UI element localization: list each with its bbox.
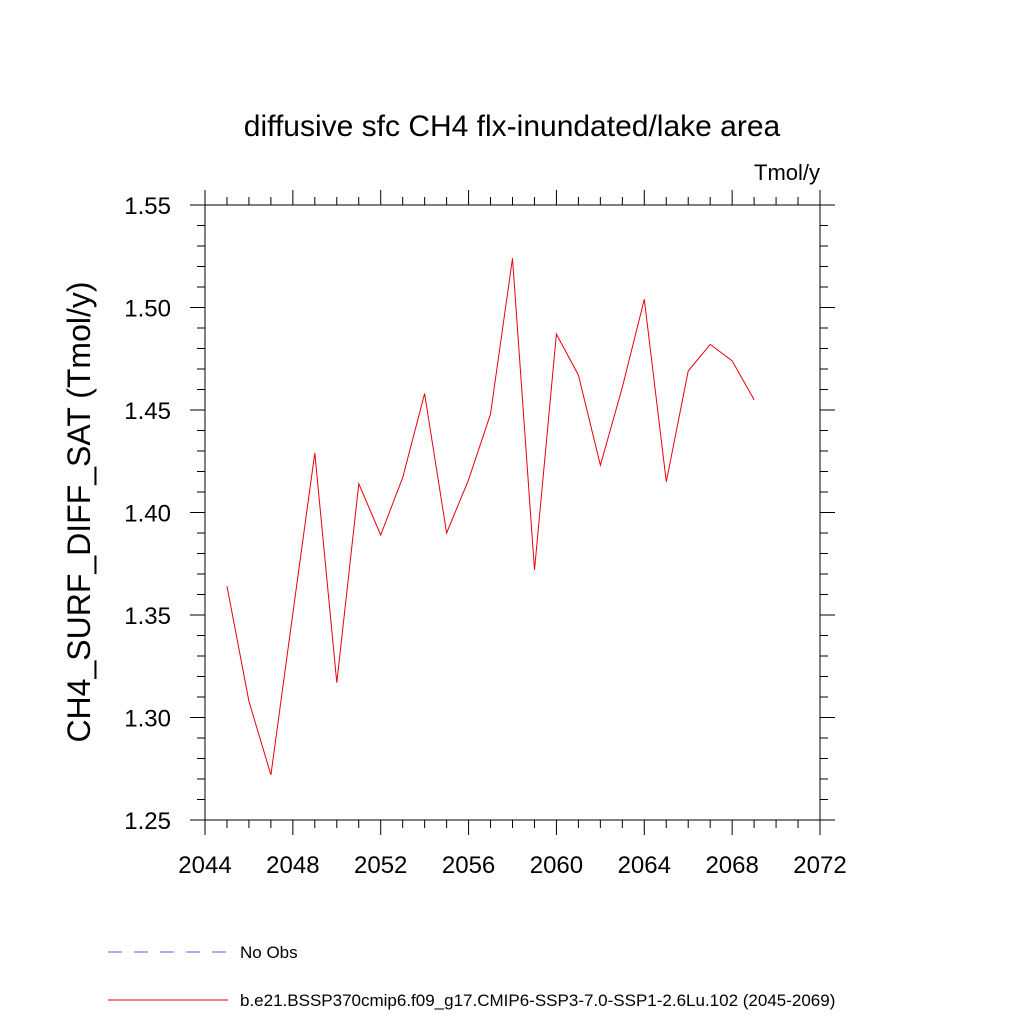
y-tick-label: 1.35	[124, 603, 171, 630]
x-tick-label: 2044	[178, 852, 231, 879]
x-tick-label: 2064	[618, 852, 671, 879]
x-tick-label: 2060	[530, 852, 583, 879]
y-tick-label: 1.45	[124, 398, 171, 425]
y-tick-label: 1.55	[124, 193, 171, 220]
legend-label: No Obs	[240, 943, 298, 962]
y-axis-label: CH4_SURF_DIFF_SAT (Tmol/y)	[61, 281, 97, 742]
x-tick-label: 2056	[442, 852, 495, 879]
series-line	[226, 258, 755, 776]
y-tick-label: 1.50	[124, 296, 171, 323]
x-tick-label: 2048	[266, 852, 319, 879]
x-tick-label: 2068	[705, 852, 758, 879]
y-tick-label: 1.40	[124, 501, 171, 528]
y-tick-label: 1.25	[124, 808, 171, 835]
units-label: Tmol/y	[754, 160, 820, 185]
plot-frame	[204, 204, 821, 821]
legend: No Obs b.e21.BSSP370cmip6.f09_g17.CMIP6-S…	[108, 943, 835, 1010]
x-tick-label: 2052	[354, 852, 407, 879]
chart-title: diffusive sfc CH4 flx-inundated/lake are…	[244, 110, 781, 143]
axis-ticks: 2044 2048 2052 2056 2060 2064 2068 2072 1.25 1.30…	[124, 190, 847, 879]
legend-label: b.e21.BSSP370cmip6.f09_g17.CMIP6-SSP3-7.…	[240, 991, 835, 1010]
series-layer	[226, 258, 755, 776]
y-tick-label: 1.30	[124, 706, 171, 733]
x-tick-label: 2072	[793, 852, 846, 879]
